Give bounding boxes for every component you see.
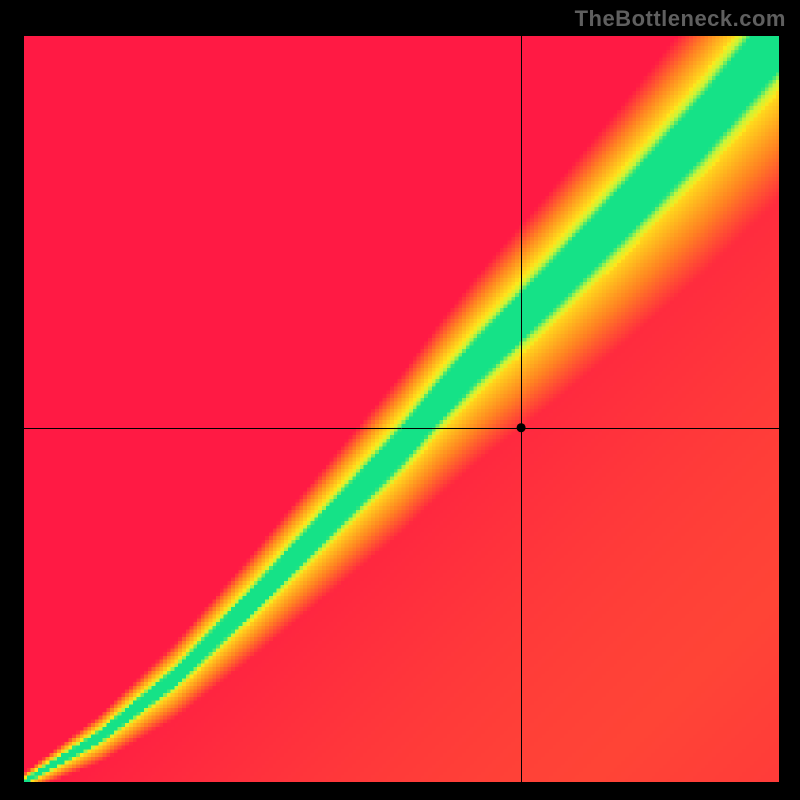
watermark-text: TheBottleneck.com (575, 6, 786, 32)
chart-stage: { "watermark": { "text": "TheBottleneck.… (0, 0, 800, 800)
overlay-canvas (23, 35, 780, 783)
